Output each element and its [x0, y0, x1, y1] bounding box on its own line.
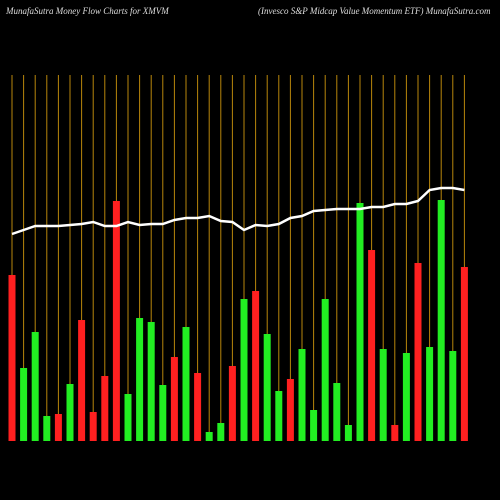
- bar: [66, 384, 74, 441]
- bar: [286, 379, 294, 441]
- bar: [310, 410, 318, 441]
- bar: [159, 385, 167, 441]
- price-line: [11, 186, 465, 236]
- bar: [275, 391, 283, 441]
- bar: [379, 349, 387, 441]
- bar: [228, 366, 236, 441]
- bar: [8, 275, 16, 441]
- bar: [194, 373, 202, 441]
- bar: [402, 353, 410, 441]
- bar: [182, 327, 190, 441]
- bar: [89, 412, 97, 441]
- bar: [321, 299, 329, 441]
- bar: [368, 250, 376, 441]
- bar: [298, 349, 306, 441]
- chart-subtitle: (Invesco S&P Midcap Value Momentum ETF) …: [258, 6, 491, 16]
- bar: [112, 201, 120, 441]
- bar: [101, 376, 109, 441]
- chart-title: MunafaSutra Money Flow Charts for XMVM: [5, 6, 169, 16]
- bar: [437, 200, 445, 441]
- bar: [147, 322, 155, 441]
- bar: [426, 347, 434, 441]
- bar: [170, 357, 178, 441]
- bar: [136, 318, 144, 441]
- bar: [252, 291, 260, 441]
- bar: [78, 320, 86, 441]
- bar: [344, 425, 352, 441]
- bar: [20, 368, 28, 441]
- bar: [31, 332, 39, 441]
- bar: [240, 299, 248, 441]
- bar: [124, 394, 132, 441]
- bar: [333, 383, 341, 441]
- bar: [54, 414, 62, 441]
- bar: [205, 432, 213, 441]
- bar: [414, 263, 422, 441]
- bar: [43, 416, 51, 441]
- bar: [217, 423, 225, 441]
- bar: [391, 425, 399, 441]
- bar: [460, 267, 468, 441]
- bar: [356, 203, 364, 441]
- bar: [263, 334, 271, 441]
- bar: [449, 351, 457, 441]
